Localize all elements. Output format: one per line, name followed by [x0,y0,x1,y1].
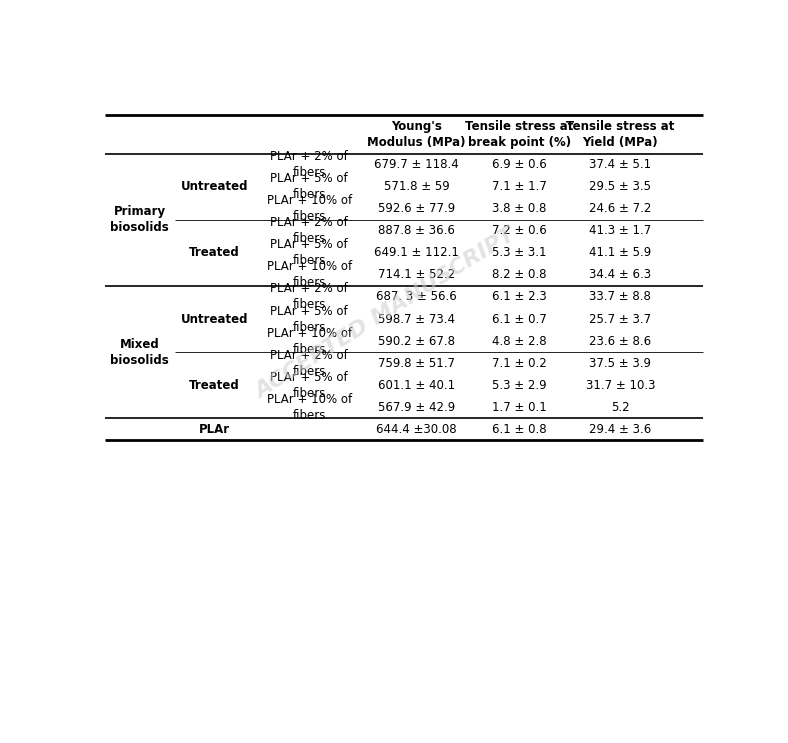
Text: 687. 3 ± 56.6: 687. 3 ± 56.6 [377,291,457,303]
Text: 29.4 ± 3.6: 29.4 ± 3.6 [589,423,652,435]
Text: 1.7 ± 0.1: 1.7 ± 0.1 [492,400,547,414]
Text: 25.7 ± 3.7: 25.7 ± 3.7 [589,313,652,325]
Text: PLAr + 2% of
fibers: PLAr + 2% of fibers [270,150,348,179]
Text: 644.4 ±30.08: 644.4 ±30.08 [377,423,457,435]
Text: PLAr + 10% of
fibers: PLAr + 10% of fibers [266,261,351,290]
Text: 37.5 ± 3.9: 37.5 ± 3.9 [589,357,652,369]
Text: 29.5 ± 3.5: 29.5 ± 3.5 [589,181,652,193]
Text: PLAr + 10% of
fibers: PLAr + 10% of fibers [266,392,351,421]
Text: 679.7 ± 118.4: 679.7 ± 118.4 [374,158,459,172]
Text: PLAr + 5% of
fibers: PLAr + 5% of fibers [270,239,348,267]
Text: 6.1 ± 2.3: 6.1 ± 2.3 [492,291,547,303]
Text: Untreated: Untreated [180,181,248,193]
Text: 31.7 ± 10.3: 31.7 ± 10.3 [585,379,655,392]
Text: 567.9 ± 42.9: 567.9 ± 42.9 [378,400,455,414]
Text: Mixed
biosolids: Mixed biosolids [110,337,169,366]
Text: 24.6 ± 7.2: 24.6 ± 7.2 [589,202,652,215]
Text: 3.8 ± 0.8: 3.8 ± 0.8 [492,202,547,215]
Text: 41.3 ± 1.7: 41.3 ± 1.7 [589,224,652,238]
Text: PLAr + 10% of
fibers: PLAr + 10% of fibers [266,195,351,224]
Text: 592.6 ± 77.9: 592.6 ± 77.9 [378,202,455,215]
Text: 4.8 ± 2.8: 4.8 ± 2.8 [492,334,547,348]
Text: 23.6 ± 8.6: 23.6 ± 8.6 [589,334,652,348]
Text: Young's
Modulus (MPa): Young's Modulus (MPa) [367,120,466,149]
Text: 34.4 ± 6.3: 34.4 ± 6.3 [589,268,652,282]
Text: 37.4 ± 5.1: 37.4 ± 5.1 [589,158,652,172]
Text: 5.2: 5.2 [611,400,630,414]
Text: 33.7 ± 8.8: 33.7 ± 8.8 [589,291,651,303]
Text: 5.3 ± 3.1: 5.3 ± 3.1 [492,247,547,259]
Text: 6.1 ± 0.8: 6.1 ± 0.8 [492,423,547,435]
Text: 601.1 ± 40.1: 601.1 ± 40.1 [378,379,455,392]
Text: 598.7 ± 73.4: 598.7 ± 73.4 [378,313,455,325]
Text: PLAr + 5% of
fibers: PLAr + 5% of fibers [270,371,348,400]
Text: 6.9 ± 0.6: 6.9 ± 0.6 [492,158,547,172]
Text: 571.8 ± 59: 571.8 ± 59 [384,181,449,193]
Text: PLAr + 5% of
fibers: PLAr + 5% of fibers [270,172,348,201]
Text: 6.1 ± 0.7: 6.1 ± 0.7 [492,313,547,325]
Text: 887.8 ± 36.6: 887.8 ± 36.6 [378,224,455,238]
Text: ACCEPTED MANUSCRIPT: ACCEPTED MANUSCRIPT [252,225,519,403]
Text: 5.3 ± 2.9: 5.3 ± 2.9 [492,379,547,392]
Text: Untreated: Untreated [180,313,248,325]
Text: 7.2 ± 0.6: 7.2 ± 0.6 [492,224,547,238]
Text: Tensile stress at
Yield (MPa): Tensile stress at Yield (MPa) [566,120,675,149]
Text: PLAr + 10% of
fibers: PLAr + 10% of fibers [266,326,351,356]
Text: 759.8 ± 51.7: 759.8 ± 51.7 [378,357,455,369]
Text: PLAr + 2% of
fibers: PLAr + 2% of fibers [270,216,348,245]
Text: 590.2 ± 67.8: 590.2 ± 67.8 [378,334,455,348]
Text: Tensile stress at
break point (%): Tensile stress at break point (%) [466,120,574,149]
Text: PLAr + 2% of
fibers: PLAr + 2% of fibers [270,348,348,377]
Text: Treated: Treated [189,247,240,259]
Text: 714.1 ± 52.2: 714.1 ± 52.2 [378,268,455,282]
Text: 8.2 ± 0.8: 8.2 ± 0.8 [492,268,547,282]
Text: PLAr + 2% of
fibers: PLAr + 2% of fibers [270,282,348,311]
Text: PLAr + 5% of
fibers: PLAr + 5% of fibers [270,305,348,334]
Text: 41.1 ± 5.9: 41.1 ± 5.9 [589,247,652,259]
Text: Primary
biosolids: Primary biosolids [110,205,169,234]
Text: 7.1 ± 1.7: 7.1 ± 1.7 [492,181,547,193]
Text: 7.1 ± 0.2: 7.1 ± 0.2 [492,357,547,369]
Text: 649.1 ± 112.1: 649.1 ± 112.1 [374,247,459,259]
Text: PLAr: PLAr [199,423,230,435]
Text: Treated: Treated [189,379,240,392]
